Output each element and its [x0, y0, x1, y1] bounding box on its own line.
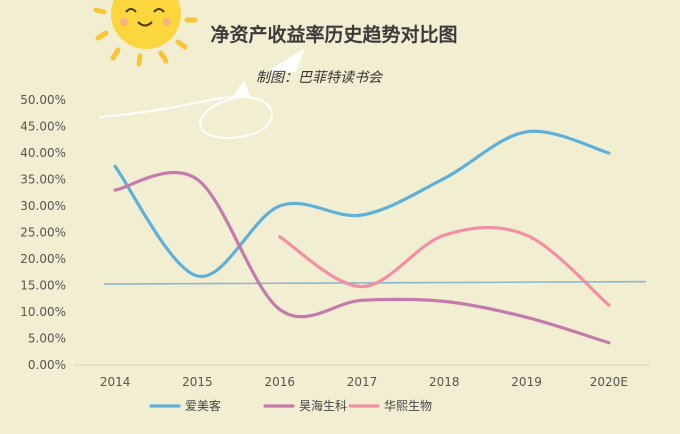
y-tick-label: 40.00% [20, 146, 66, 160]
series-lines [113, 129, 611, 345]
chart-subtitle: 制图：巴菲特读书会 [256, 70, 384, 86]
legend-label: 华熙生物 [384, 399, 432, 413]
series-line-0 [113, 129, 611, 278]
x-tick-label: 2018 [429, 375, 460, 389]
y-tick-label: 25.00% [20, 226, 66, 240]
y-tick-label: 35.00% [20, 173, 66, 187]
legend-label: 爱美客 [185, 398, 221, 413]
y-tick-label: 30.00% [20, 199, 66, 213]
y-tick-label: 5.00% [28, 332, 66, 346]
series-line-1 [113, 171, 611, 345]
y-tick-label: 20.00% [20, 252, 66, 266]
legend: 爱美客 昊海生科 华熙生物 [149, 398, 432, 413]
x-tick-label: 2020E [590, 375, 628, 389]
x-tick-label: 2016 [264, 375, 295, 389]
x-tick-label: 2015 [182, 375, 213, 389]
chart-title: 净资产收益率历史趋势对比图 [210, 23, 457, 46]
x-tick-label: 2014 [100, 375, 131, 389]
legend-label: 昊海生科 [299, 398, 347, 413]
x-axis-ticks: 2014 2015 2016 2017 2018 2019 2020E [100, 375, 628, 389]
x-tick-label: 2019 [511, 375, 542, 389]
y-tick-label: 0.00% [28, 358, 66, 372]
y-tick-label: 15.00% [20, 279, 66, 293]
y-tick-label: 45.00% [20, 120, 66, 134]
cloud-doodle [99, 48, 305, 140]
series-line-2 [278, 225, 611, 307]
y-tick-label: 10.00% [20, 305, 66, 319]
x-tick-label: 2017 [347, 375, 378, 389]
sun-icon [93, 0, 198, 67]
y-axis-ticks: 0.00% 5.00% 10.00% 15.00% 20.00% 25.00% 30.00%… [20, 93, 66, 372]
y-tick-label: 50.00% [20, 93, 66, 107]
